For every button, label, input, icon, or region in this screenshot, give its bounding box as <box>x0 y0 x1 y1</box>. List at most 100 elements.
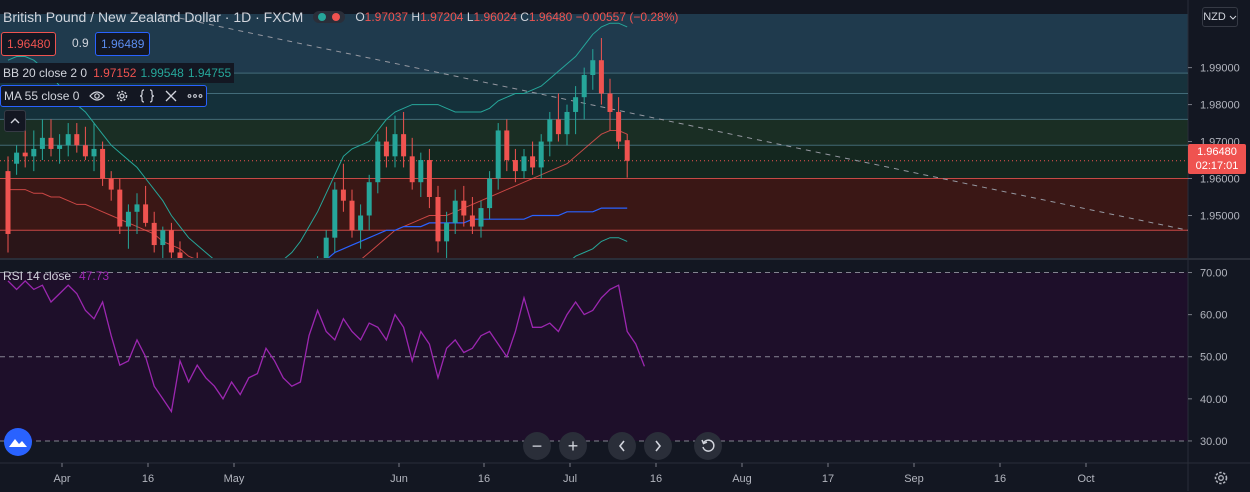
rsi-line <box>7 279 646 414</box>
candle <box>435 197 441 242</box>
candle <box>332 189 338 238</box>
gear-icon[interactable] <box>115 89 129 103</box>
time-tick-label: 16 <box>478 473 490 485</box>
time-tick-label: Aug <box>732 473 752 485</box>
ma-legend[interactable]: MA 55 close 0 <box>0 85 208 107</box>
candle <box>31 148 37 157</box>
bb-legend[interactable]: BB 20 close 2 0 1.97152 1.99548 1.94755 <box>0 63 235 83</box>
candle <box>564 111 570 135</box>
scroll-left-button[interactable] <box>608 432 636 460</box>
level-band <box>0 73 1188 94</box>
candle <box>555 119 561 135</box>
buy-button[interactable]: 1.96489 <box>95 32 151 56</box>
candle <box>418 160 424 183</box>
candle <box>151 222 157 246</box>
reset-chart-button[interactable] <box>694 432 722 460</box>
last-price-label: 1.96480 02:17:01 <box>1188 144 1246 174</box>
candle <box>340 189 346 201</box>
rsi-legend[interactable]: RSI 14 close 47.73 <box>0 266 112 286</box>
candle <box>616 111 622 142</box>
candle <box>134 204 140 212</box>
chevron-up-icon[interactable] <box>4 110 26 132</box>
bar-countdown: 02:17:01 <box>1195 160 1239 172</box>
chevron-right-icon <box>655 440 662 452</box>
logo-icon[interactable] <box>4 428 32 456</box>
rsi-tick-label: 60.00 <box>1200 310 1228 322</box>
bb-basis-value: 1.97152 <box>93 66 137 80</box>
candle <box>607 93 613 112</box>
time-tick-label: May <box>224 473 245 485</box>
candle <box>409 156 415 183</box>
candle <box>521 156 527 172</box>
open-value: 1.97037 <box>364 10 409 24</box>
open-label: O <box>355 10 365 24</box>
zoom-out-icon: − <box>531 435 543 456</box>
candle <box>323 237 329 258</box>
zoom-out-button[interactable]: − <box>523 432 551 460</box>
chevron-left-icon <box>618 440 625 452</box>
time-tick-label: Jul <box>563 473 577 485</box>
rsi-tick-label: 30.00 <box>1200 436 1228 448</box>
candle <box>160 230 166 246</box>
bb-lower-value: 1.94755 <box>187 66 232 80</box>
rsi-label: RSI 14 close <box>3 269 72 283</box>
candle <box>177 252 183 258</box>
close-icon[interactable] <box>165 90 177 102</box>
price-tick-label: 1.99000 <box>1200 63 1240 75</box>
candle <box>82 145 88 157</box>
candle <box>117 189 123 227</box>
candle <box>624 140 630 161</box>
ohlc-values: O1.97037 H1.97204 L1.96024 C1.96480 −0.0… <box>355 10 678 24</box>
currency-select[interactable]: NZD <box>1202 7 1238 27</box>
currency-label: NZD <box>1203 11 1226 23</box>
braces-icon[interactable] <box>139 89 155 103</box>
candle <box>349 200 355 231</box>
candle <box>461 200 467 216</box>
candle <box>487 178 493 209</box>
ma-line <box>327 207 628 258</box>
price-tick-label: 1.95000 <box>1200 210 1240 222</box>
candle <box>573 97 579 112</box>
candle <box>504 130 510 161</box>
status-dots[interactable] <box>313 11 346 23</box>
candle <box>383 141 389 157</box>
bb-upper-line <box>7 22 628 258</box>
candle <box>125 211 131 227</box>
level-band <box>0 230 1188 258</box>
data-status-icon <box>332 13 341 21</box>
candle <box>358 215 364 231</box>
candle <box>452 200 458 223</box>
symbol-title[interactable]: British Pound / New Zealand Dollar · 1D … <box>3 9 304 25</box>
spread-value: 0.9 <box>72 36 89 50</box>
scroll-right-button[interactable] <box>644 432 672 460</box>
sell-button[interactable]: 1.96480 <box>1 32 57 56</box>
reset-icon <box>701 439 715 452</box>
candle <box>48 137 54 149</box>
candle <box>91 148 97 157</box>
candle <box>426 160 432 197</box>
candle <box>143 204 149 223</box>
candle <box>444 222 450 242</box>
candle <box>478 208 484 227</box>
close-value: 1.96480 <box>528 10 573 24</box>
candle <box>14 152 20 164</box>
bb-basis-line <box>8 130 628 258</box>
change-value: −0.00557 (−0.28%) <box>575 10 679 24</box>
bb-upper-value: 1.99548 <box>140 66 184 80</box>
settings-icon[interactable] <box>1212 469 1230 487</box>
eye-icon[interactable] <box>89 90 106 102</box>
more-icon[interactable] <box>187 93 203 99</box>
bid-price: 1.96480 <box>7 37 51 51</box>
candle <box>39 137 45 149</box>
candle <box>598 60 604 94</box>
close-label: C <box>520 10 529 24</box>
zoom-in-icon: + <box>567 435 579 456</box>
zoom-in-button[interactable]: + <box>559 432 587 460</box>
level-band <box>0 119 1188 146</box>
candle <box>538 141 544 168</box>
price-tick-label: 1.96000 <box>1200 174 1240 186</box>
candle <box>5 171 11 234</box>
level-band <box>0 145 1188 179</box>
rsi-value: 47.73 <box>79 269 110 283</box>
